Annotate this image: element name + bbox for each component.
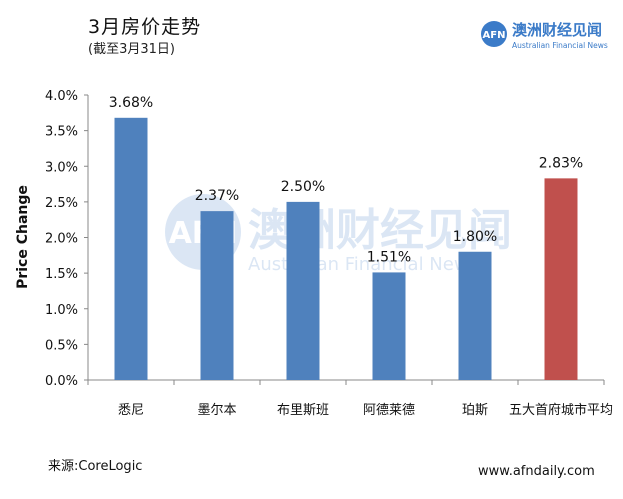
- bar: [286, 201, 320, 380]
- y-tick-label: 2.5%: [45, 196, 78, 211]
- chart-title: 3月房价走势: [88, 16, 202, 38]
- bar: [544, 178, 578, 380]
- x-tick-label: 悉尼: [118, 403, 144, 418]
- afn-logo: AFN 澳洲财经见闻 Australian Financial News: [481, 21, 608, 50]
- y-tick-label: 2.0%: [45, 232, 78, 247]
- website-url: www.afndaily.com: [478, 464, 595, 479]
- logo-name-cn: 澳洲财经见闻: [512, 21, 602, 39]
- axes: 0.0% 0.5% 1.0% 1.5% 2.0% 2.5% 3.0% 3.5% 4.0%: [45, 89, 605, 389]
- source-note: 来源:CoreLogic: [48, 459, 143, 474]
- y-tick-label: 1.0%: [45, 303, 78, 318]
- bar-value-label: 2.83%: [539, 155, 583, 171]
- y-tick-label: 0.5%: [45, 338, 78, 353]
- y-tick-label: 0.0%: [45, 374, 78, 389]
- y-tick-label: 1.5%: [45, 267, 78, 282]
- y-tick-label: 3.0%: [45, 160, 78, 175]
- bar: [458, 251, 492, 380]
- x-tick-label: 布里斯班: [277, 403, 329, 418]
- y-tick-label: 4.0%: [45, 89, 78, 104]
- logo-mark: AFN: [483, 30, 506, 41]
- bar: [114, 117, 148, 381]
- bar: [200, 211, 234, 380]
- bar-value-label: 1.51%: [367, 249, 411, 265]
- y-tick-label: 3.5%: [45, 125, 78, 140]
- bar-value-label: 1.80%: [453, 229, 497, 245]
- x-tick-label: 五大首府城市平均: [509, 402, 613, 418]
- x-tick-label: 阿德莱德: [363, 403, 415, 418]
- logo-circle-icon: [481, 21, 507, 47]
- logo-name-en: Australian Financial News: [512, 41, 608, 50]
- chart-subtitle: (截至3月31日): [88, 42, 175, 57]
- bars: 3.68% 悉尼 2.37% 墨尔本 2.50% 布里斯班 1.51% 阿德莱德 1.80% 珀斯…: [109, 95, 613, 418]
- bar-value-label: 3.68%: [109, 95, 153, 111]
- watermark-name-en: Australian Financial News: [248, 254, 478, 275]
- bar-value-label: 2.50%: [281, 179, 325, 195]
- y-axis-label: Price Change: [15, 185, 31, 289]
- x-tick-label: 珀斯: [462, 403, 488, 418]
- bar: [372, 272, 406, 380]
- x-tick-label: 墨尔本: [197, 403, 236, 418]
- bar-value-label: 2.37%: [195, 188, 239, 204]
